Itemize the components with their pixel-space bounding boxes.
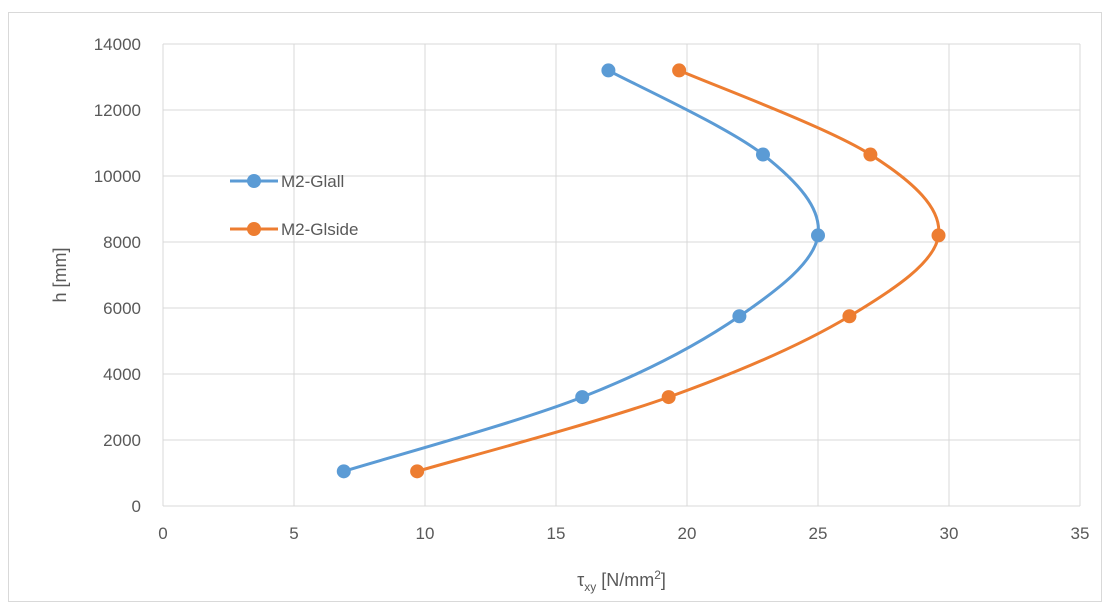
data-point: [575, 390, 590, 405]
series-line: [342, 68, 820, 473]
y-tick-label: 10000: [94, 167, 141, 186]
legend-marker: [247, 174, 261, 188]
y-tick-label: 8000: [103, 233, 141, 252]
data-point: [931, 228, 946, 243]
series-line: [415, 68, 941, 473]
y-tick-label: 12000: [94, 101, 141, 120]
series-M2-Glall: [336, 63, 825, 479]
data-point: [732, 309, 747, 324]
tick-labels: 0 2000 4000 6000 8000 10000 12000 14000 0 5 10 15 20…: [94, 35, 1090, 543]
legend-item: M2-Glside: [230, 220, 358, 239]
x-tick-label: 15: [547, 524, 566, 543]
data-point: [661, 390, 676, 405]
y-axis-title: h [mm]: [50, 247, 70, 302]
y-tick-label: 14000: [94, 35, 141, 54]
y-tick-label: 4000: [103, 365, 141, 384]
data-point: [755, 147, 770, 162]
data-point: [811, 228, 825, 243]
x-axis-title-sup: 2: [654, 568, 661, 582]
x-tick-label: 35: [1071, 524, 1090, 543]
y-tick-label: 2000: [103, 431, 141, 450]
x-axis-title-unit: [N/mm: [596, 570, 654, 590]
data-point: [601, 63, 616, 78]
data-point: [842, 309, 857, 324]
x-tick-label: 0: [158, 524, 167, 543]
x-axis-title-close: ]: [661, 570, 666, 590]
x-tick-label: 25: [809, 524, 828, 543]
data-point: [863, 147, 878, 162]
x-tick-label: 20: [678, 524, 697, 543]
series-layer: [336, 63, 946, 479]
series-M2-Glside: [410, 63, 946, 479]
x-axis-title-base: τ: [577, 570, 584, 590]
data-point: [672, 63, 687, 78]
legend-label: M2-Glall: [281, 172, 344, 191]
x-axis-title-sub: xy: [584, 580, 596, 594]
data-point: [336, 464, 351, 479]
x-tick-label: 30: [940, 524, 959, 543]
legend: M2-Glall M2-Glside: [230, 172, 358, 239]
x-tick-label: 10: [416, 524, 435, 543]
x-axis-title: τxy [N/mm2]: [577, 568, 666, 594]
x-tick-label: 5: [289, 524, 298, 543]
legend-marker: [247, 222, 261, 236]
legend-label: M2-Glside: [281, 220, 358, 239]
y-tick-label: 6000: [103, 299, 141, 318]
grid: [162, 43, 1081, 507]
data-point: [410, 464, 425, 479]
y-tick-label: 0: [132, 497, 141, 516]
legend-item: M2-Glall: [230, 172, 344, 191]
